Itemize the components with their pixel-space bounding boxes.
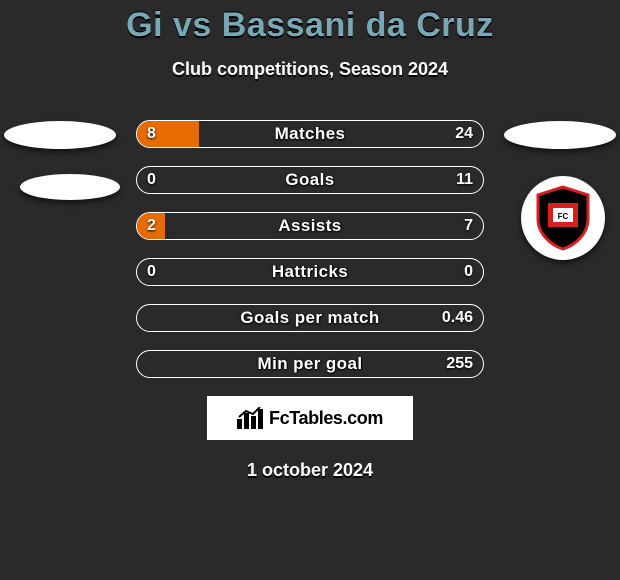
footer-brand-text: FcTables.com [269, 408, 383, 429]
team-left-logo-placeholder [20, 174, 120, 200]
stat-label: Min per goal [137, 351, 483, 377]
stat-bar: 27Assists [136, 212, 484, 240]
stat-label: Hattricks [137, 259, 483, 285]
stat-bar: 255Min per goal [136, 350, 484, 378]
team-right-badge: FC [521, 176, 605, 260]
player-left-photo-placeholder [4, 121, 116, 149]
player-right-photo-placeholder [504, 121, 616, 149]
bar-chart-icon [237, 407, 263, 429]
shield-icon: FC [534, 185, 592, 251]
stat-bars: 824Matches 011Goals 27Assists 00Hattricks 0.… [136, 120, 484, 378]
page-root: Gi vs Bassani da Cruz Club competitions,… [0, 0, 620, 580]
footer-date: 1 october 2024 [0, 460, 620, 481]
stat-bar: 0.46Goals per match [136, 304, 484, 332]
page-title: Gi vs Bassani da Cruz [0, 6, 620, 45]
stat-bar: 00Hattricks [136, 258, 484, 286]
footer-brand: FcTables.com [207, 396, 413, 440]
stat-bar: 011Goals [136, 166, 484, 194]
stat-label: Assists [137, 213, 483, 239]
stat-label: Goals per match [137, 305, 483, 331]
comparison-chart: FC 824Matches 011Goals 27Assists 00Hattrick… [0, 120, 620, 378]
svg-text:FC: FC [558, 212, 569, 221]
stat-label: Matches [137, 121, 483, 147]
page-subtitle: Club competitions, Season 2024 [0, 59, 620, 80]
stat-label: Goals [137, 167, 483, 193]
stat-bar: 824Matches [136, 120, 484, 148]
